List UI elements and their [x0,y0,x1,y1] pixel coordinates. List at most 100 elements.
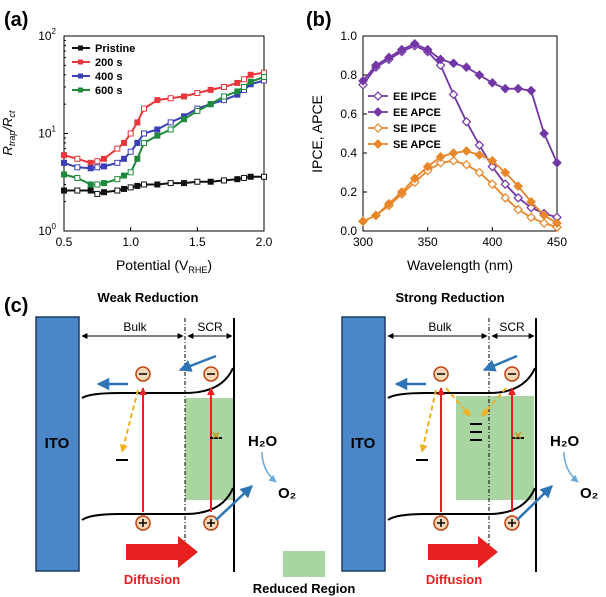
b-data-point [435,157,446,168]
a-x-tick-label: 1.0 [122,235,139,249]
a-data-point [181,93,187,100]
reduced-region-legend-swatch [283,551,325,577]
panel-a-ticks: 0.5 1.0 1.5 2.0 100 101 102 [38,27,272,249]
b-legend-label: SE IPCE [393,123,436,135]
b-data-point [422,161,433,172]
a-legend-label: 400 s [95,71,123,83]
b-legend-label: EE IPCE [393,91,436,103]
b-data-point [461,116,472,127]
ito-label-left: ITO [45,435,70,452]
panel-a-legend: Pristine 200 s 400 s 600 s [72,43,135,97]
a-data-point [101,163,107,170]
a-data-point [207,101,214,108]
b-x-tick-label: 300 [353,235,373,249]
a-data-point [101,180,107,187]
b-y-tick-label: 1.0 [340,29,357,43]
a-data-point [141,181,147,188]
panel-b-y-axis-label: IPCE, APCE [309,95,325,173]
diffusion-arrow-left [126,536,198,568]
a-data-point [74,164,81,171]
b-data-point [448,89,459,100]
a-data-point [134,155,141,162]
a-data-point [221,93,227,100]
a-data-point [167,119,174,126]
b-data-point [526,85,536,96]
b-data-point [435,60,446,71]
b-data-point [474,150,485,160]
b-data-point [552,157,562,168]
panel-b: (b) 300 350 400 450 0.0 0.2 0.4 0.6 0.8 1.0 EE IP… [306,9,567,273]
a-legend-marker [78,59,83,65]
b-series-line [362,150,558,224]
b-series-line [362,44,558,219]
b-legend-marker [373,107,383,117]
a-data-point [114,159,121,166]
conduction-band-left [81,367,234,399]
trapping-arrow-left [119,389,139,453]
a-data-point [114,187,121,194]
b-data-point [513,83,524,94]
a-y-tick-label: 102 [38,27,56,43]
a-legend-marker [78,45,83,51]
b-data-point [513,193,524,203]
a-data-point [221,177,227,184]
a-data-point [61,187,67,194]
b-legend-label: SE APCE [393,139,441,151]
a-data-point [94,181,101,188]
a-data-point [247,71,254,78]
b-data-point [409,173,420,184]
b-data-point [422,44,433,55]
b-data-point [358,216,368,227]
a-data-point [114,176,121,183]
blocked-trap-cross-left: × [212,427,220,443]
water-label-right: H₂O [550,433,579,450]
ito-label-right: ITO [351,435,376,452]
reduced-region-legend-label: Reduced Region [253,581,356,596]
a-data-point [121,155,127,162]
b-data-point [500,83,511,94]
ito-electrode-right [341,316,386,572]
b-data-point [435,54,446,65]
b-data-point [474,70,485,80]
b-data-point [409,38,420,49]
b-data-point [539,128,549,139]
a-data-point [87,165,94,172]
a-data-point [134,139,141,146]
a-data-point [241,83,247,90]
a-data-point [134,119,141,126]
a-data-point [167,126,174,133]
a-data-point [167,180,174,187]
a-data-point [87,181,94,188]
a-data-point [221,83,227,90]
b-data-point [371,210,381,221]
b-data-point [513,181,524,191]
a-data-point [154,97,161,104]
b-data-point [526,202,536,213]
b-data-point [358,76,368,86]
valence-band-right [387,487,536,521]
a-data-point [134,182,141,189]
panel-b-x-axis-label: Wavelength (nm) [407,257,513,273]
b-data-point [552,218,562,229]
b-data-point [500,179,511,190]
bulk-label-left: Bulk [123,320,147,334]
a-data-point [261,73,267,80]
reduced-region-left [185,398,233,500]
b-y-tick-label: 0.0 [340,224,357,238]
a-y-tick-label: 101 [38,125,56,141]
hole-injection-arrow-left [215,485,253,521]
panel-a-y-axis-label: Rtrap/Rct [0,110,17,155]
a-data-point [207,86,214,93]
a-data-point [154,132,161,139]
a-data-point [94,190,101,197]
trapping-arrow-right [419,389,437,453]
a-legend-marker [78,73,83,79]
b-legend-marker [373,123,383,133]
b-y-tick-label: 0.2 [340,185,357,199]
a-data-point [154,126,161,133]
a-data-point [74,155,81,162]
water-label-left: H₂O [248,433,277,450]
strong-reduction-title: Strong Reduction [395,290,504,305]
b-data-point [435,152,446,162]
panel-b-tag: (b) [306,9,332,31]
